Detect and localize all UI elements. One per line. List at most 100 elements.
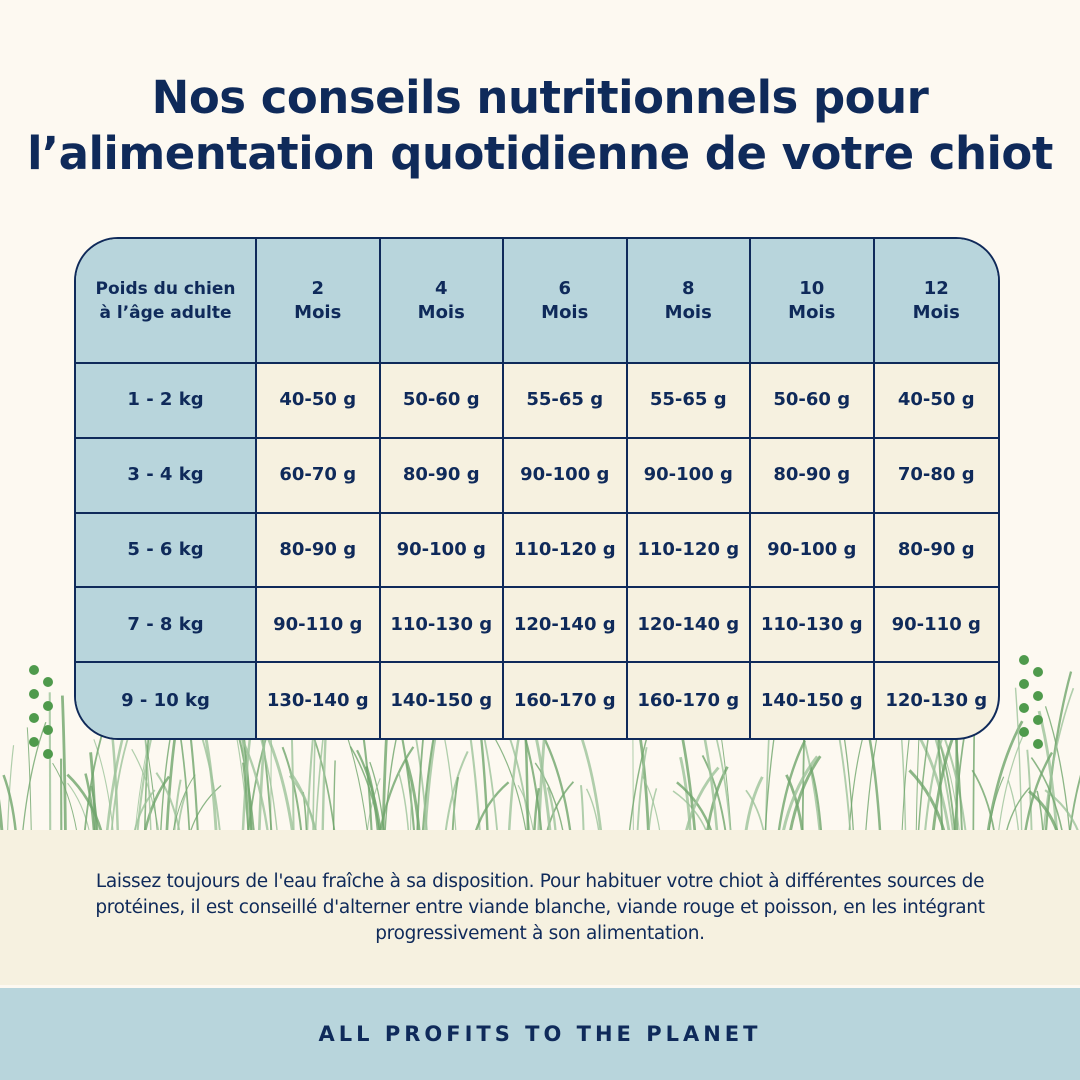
table-cell-portion: 90-110 g xyxy=(874,588,998,664)
grass-blade xyxy=(788,755,822,832)
grass-blade xyxy=(2,774,18,832)
grass-blade xyxy=(988,776,1005,832)
column-month-unit: Mois xyxy=(541,301,589,323)
leaf-cluster xyxy=(43,725,53,735)
table-cell-portion: 160-170 g xyxy=(504,663,628,738)
table-cell-portion: 80-90 g xyxy=(380,438,504,514)
table-cell-portion: 90-100 g xyxy=(380,513,504,589)
column-header: 2 Mois xyxy=(257,239,381,364)
grass-blade xyxy=(133,789,156,832)
grass-blade xyxy=(67,782,91,832)
table-cell-portion: 140-150 g xyxy=(381,663,504,738)
table-cell-portion: 80-90 g xyxy=(874,514,998,589)
grass-blade xyxy=(684,766,720,832)
footer-banner: ALL PROFITS TO THE PLANET xyxy=(0,988,1080,1080)
grass-blade xyxy=(60,695,67,832)
grass-blade xyxy=(781,755,819,832)
grass-blade xyxy=(1036,790,1044,832)
row-header-weight: 3 - 4 kg xyxy=(76,438,257,514)
grass-blade xyxy=(444,750,469,832)
leaf-cluster xyxy=(1033,715,1043,725)
column-month-number: 6 xyxy=(558,277,571,299)
column-month-number: 2 xyxy=(311,277,324,299)
grass-blade xyxy=(1026,749,1033,832)
grass-blade xyxy=(110,732,131,832)
grass-blade xyxy=(533,787,540,832)
leaf-cluster xyxy=(43,701,53,711)
table-cell-portion: 90-110 g xyxy=(257,588,381,664)
grass-blade xyxy=(1007,780,1020,832)
table-cell-portion: 90-100 g xyxy=(627,438,751,514)
table-cell-portion: 40-50 g xyxy=(257,364,381,439)
grass-blade xyxy=(917,735,951,832)
advice-text: Laissez toujours de l'eau fraîche à sa d… xyxy=(95,870,985,944)
grass-blade xyxy=(997,733,1025,832)
leaf-cluster xyxy=(43,749,53,759)
table-cell-portion: 90-100 g xyxy=(751,513,875,589)
grass-blade xyxy=(1042,687,1075,832)
table-cell-portion: 80-90 g xyxy=(751,438,875,514)
grass-blade xyxy=(542,736,572,832)
grass-blade xyxy=(972,719,976,832)
column-month-number: 10 xyxy=(799,277,825,299)
column-month-unit: Mois xyxy=(912,301,960,323)
leaf-cluster xyxy=(1019,655,1029,665)
grass-blade xyxy=(534,762,564,832)
grass-blade xyxy=(89,752,97,832)
leaf-cluster xyxy=(1033,691,1043,701)
grass-blade xyxy=(585,788,600,832)
grass-blade xyxy=(1028,790,1059,832)
table-cell-portion: 130-140 g xyxy=(257,663,381,738)
grass-blade xyxy=(579,785,585,832)
grass-blade xyxy=(384,739,397,832)
table-cell-portion: 50-60 g xyxy=(380,364,504,439)
column-header: 8 Mois xyxy=(627,239,751,364)
table-cell-portion: 40-50 g xyxy=(874,364,998,439)
grass-blade xyxy=(745,789,765,832)
grass-blade xyxy=(451,776,460,832)
table-cell-portion: 55-65 g xyxy=(504,364,628,439)
leaf-cluster xyxy=(29,737,39,747)
leaf-cluster xyxy=(1033,667,1043,677)
grass-blade xyxy=(397,772,410,832)
title-line-1: Nos conseils nutritionnels pour xyxy=(151,71,929,124)
leaf-cluster xyxy=(1019,679,1029,689)
table-cell-portion: 55-65 g xyxy=(627,364,751,439)
grass-blade xyxy=(173,779,182,832)
grass-blade xyxy=(785,774,804,832)
grass-blade xyxy=(1044,789,1080,832)
table-cell-portion: 60-70 g xyxy=(257,438,381,514)
table-cell-portion: 80-90 g xyxy=(257,513,381,589)
grass-blade xyxy=(242,762,250,832)
title-line-2: l’alimentation quotidienne de votre chio… xyxy=(27,127,1053,180)
column-header: 4 Mois xyxy=(380,239,504,364)
grass-blade xyxy=(1005,787,1031,832)
grass-blade xyxy=(1044,706,1071,832)
column-header: 10 Mois xyxy=(751,239,875,364)
table-cell-portion: 120-140 g xyxy=(504,588,628,664)
leaf-cluster xyxy=(1019,727,1029,737)
grass-blade xyxy=(636,746,648,832)
grass-blade xyxy=(84,773,96,832)
footer-slogan: ALL PROFITS TO THE PLANET xyxy=(318,1022,762,1046)
column-month-number: 8 xyxy=(681,277,695,299)
grass-blade xyxy=(648,788,658,832)
grass-blade xyxy=(26,727,32,832)
grass-blade xyxy=(986,720,1024,832)
leaf-cluster xyxy=(43,677,53,687)
column-header: 6 Mois xyxy=(504,239,628,364)
row-header-weight: 9 - 10 kg xyxy=(76,663,257,738)
column-header: 12 Mois xyxy=(874,239,998,364)
page-title: Nos conseils nutritionnels pour l’alimen… xyxy=(0,70,1080,182)
table-cell-portion: 110-130 g xyxy=(751,588,875,664)
column-month-number: 4 xyxy=(434,277,448,299)
grass-blade xyxy=(744,776,764,832)
table-cell-portion: 120-130 g xyxy=(885,689,988,711)
grass-blade xyxy=(349,746,381,832)
grass-blade xyxy=(848,736,864,832)
row-header-weight: 5 - 6 kg xyxy=(76,513,257,589)
column-month-unit: Mois xyxy=(417,301,465,323)
row-header-weight: 1 - 2 kg xyxy=(76,364,257,439)
grass-blade xyxy=(546,787,557,832)
grass-blade xyxy=(1030,757,1064,832)
